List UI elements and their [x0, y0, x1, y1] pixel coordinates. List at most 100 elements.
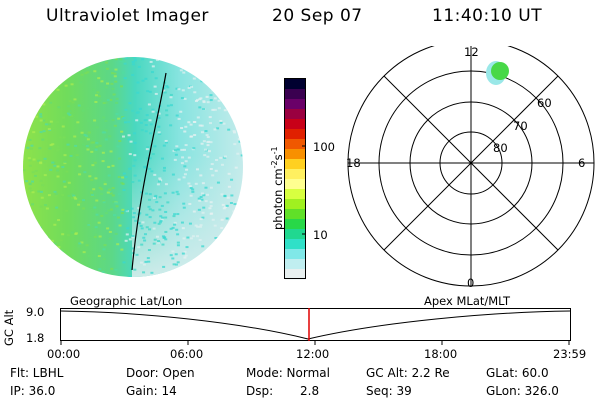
disk-speckle — [64, 84, 68, 87]
disk-speckle — [173, 223, 177, 226]
disk-speckle — [132, 212, 136, 215]
disk-speckle — [50, 71, 54, 74]
disk-speckle — [28, 212, 32, 215]
disk-speckle — [239, 104, 243, 107]
disk-speckle — [46, 95, 50, 98]
disk-speckle — [152, 242, 156, 245]
disk-speckle — [184, 276, 188, 277]
disk-speckle — [197, 57, 201, 60]
disk-speckle — [49, 143, 53, 146]
disk-speckle — [145, 213, 149, 216]
disk-speckle — [56, 145, 60, 148]
disk-speckle — [233, 131, 237, 134]
disk-speckle — [197, 197, 201, 200]
disk-speckle — [208, 207, 212, 210]
disk-speckle — [182, 202, 186, 205]
disk-speckle — [106, 99, 110, 102]
disk-speckle — [187, 156, 191, 159]
disk-speckle — [123, 77, 127, 80]
disk-speckle — [86, 148, 90, 151]
colorbar-band — [285, 249, 306, 260]
mlt-label-18: 18 — [346, 156, 361, 170]
mlt-label-6: 6 — [578, 156, 586, 170]
disk-speckle — [95, 213, 99, 216]
disk-speckle — [161, 235, 165, 238]
disk-speckle — [61, 166, 65, 169]
disk-speckle — [121, 135, 125, 138]
disk-speckle — [114, 68, 118, 71]
disk-speckle — [43, 174, 47, 177]
disk-speckle — [42, 252, 46, 255]
disk-speckle — [236, 152, 240, 155]
disk-speckle — [202, 108, 206, 111]
disk-speckle — [113, 72, 117, 75]
disk-speckle — [201, 182, 205, 185]
altitude-timeline[interactable] — [60, 308, 575, 346]
disk-speckle — [149, 123, 153, 126]
disk-speckle — [147, 260, 151, 263]
disk-speckle — [119, 85, 123, 88]
disk-speckle — [117, 175, 121, 178]
disk-speckle — [49, 168, 53, 171]
disk-speckle — [239, 214, 243, 217]
disk-speckle — [127, 138, 131, 141]
disk-speckle — [117, 117, 121, 120]
disk-speckle — [213, 97, 217, 100]
disk-speckle — [195, 68, 199, 71]
disk-speckle — [137, 207, 141, 210]
disk-speckle — [111, 87, 115, 90]
disk-speckle — [63, 161, 67, 164]
disk-speckle — [169, 93, 173, 96]
disk-speckle — [137, 246, 141, 249]
disk-speckle — [235, 250, 239, 253]
disk-speckle — [105, 67, 109, 70]
disk-speckle — [169, 96, 173, 99]
disk-speckle — [154, 92, 158, 95]
disk-speckle — [210, 63, 214, 66]
disk-speckle — [44, 241, 48, 244]
disk-speckle — [171, 226, 175, 229]
disk-speckle — [158, 208, 162, 211]
disk-speckle — [232, 235, 236, 238]
disk-speckle — [69, 60, 73, 63]
disk-speckle — [141, 79, 145, 82]
disk-speckle — [42, 130, 46, 133]
disk-speckle — [96, 91, 100, 94]
disk-speckle — [211, 108, 215, 111]
lat-label-60: 60 — [537, 96, 552, 110]
disk-speckle — [46, 99, 50, 102]
disk-speckle — [219, 156, 223, 159]
mlt-label-0: 0 — [467, 276, 475, 290]
disk-speckle — [233, 63, 237, 66]
disk-speckle — [175, 114, 179, 117]
disk-speckle — [179, 69, 183, 72]
disk-speckle — [174, 153, 178, 156]
disk-speckle — [23, 102, 27, 105]
disk-speckle — [86, 107, 90, 110]
disk-speckle — [177, 117, 181, 120]
x-tick-1200: 12:00 — [296, 347, 330, 361]
disk-speckle — [28, 164, 32, 167]
disk-speckle — [183, 256, 187, 259]
colorbar-band — [285, 139, 306, 150]
disk-speckle — [118, 140, 122, 143]
disk-speckle — [65, 170, 69, 173]
disk-speckle — [29, 93, 33, 96]
disk-speckle — [239, 70, 243, 73]
disk-speckle — [215, 87, 219, 90]
disk-speckle — [108, 135, 112, 138]
disk-speckle — [145, 148, 149, 151]
disk-speckle — [242, 219, 243, 222]
disk-speckle — [159, 219, 163, 222]
disk-speckle — [213, 224, 217, 227]
disk-speckle — [121, 208, 125, 211]
disk-speckle — [162, 169, 166, 172]
disk-speckle — [108, 230, 112, 233]
disk-speckle — [234, 241, 238, 244]
disk-speckle — [23, 259, 26, 262]
disk-speckle — [25, 69, 29, 72]
disk-speckle — [235, 212, 239, 215]
disk-speckle — [184, 144, 188, 147]
disk-speckle — [91, 210, 95, 213]
door-info: Door: Open — [126, 366, 195, 380]
